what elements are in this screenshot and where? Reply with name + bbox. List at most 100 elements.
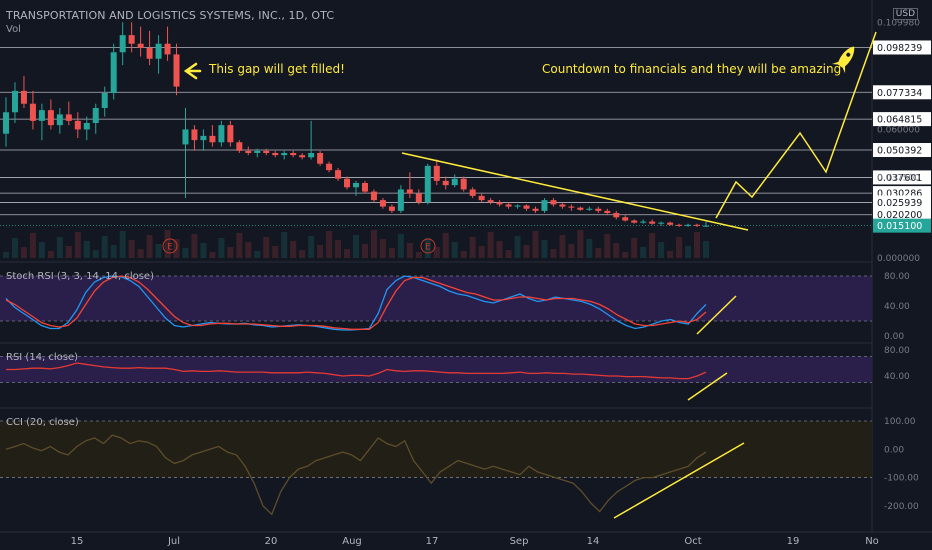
stoch-trend-line	[696, 295, 737, 335]
time-axis-tick: Aug	[342, 536, 362, 547]
candle-body	[532, 208, 539, 211]
volume-bar	[155, 244, 162, 258]
currency-badge[interactable]: USD	[892, 8, 918, 20]
rocket-fins	[831, 61, 846, 74]
candle-body	[442, 180, 449, 186]
candle-body	[272, 153, 279, 156]
candle-body	[505, 204, 512, 207]
volume-bar	[514, 236, 521, 258]
volume-bar	[191, 234, 198, 258]
price-level-tag	[873, 170, 931, 185]
projection-path	[715, 31, 877, 219]
time-axis-tick: Jul	[167, 536, 180, 547]
candle-body	[370, 191, 377, 201]
volume-bar	[541, 240, 548, 258]
stoch-rsi-axis-tick: 40.00	[884, 302, 910, 312]
candle-body	[568, 206, 575, 208]
candle-body	[344, 178, 351, 188]
candle-body	[703, 225, 709, 227]
volume-bar	[523, 245, 530, 258]
candle-body	[11, 90, 18, 113]
price-level-label: 0.064815	[877, 115, 922, 126]
volume-bar	[469, 237, 476, 258]
current-price-tag	[873, 218, 931, 233]
financials-note: Countdown to financials and they will be…	[542, 62, 842, 76]
rsi-trend-line	[687, 372, 728, 401]
time-axis-tick: 15	[71, 536, 84, 547]
volume-bar	[676, 237, 683, 258]
volume-bar	[92, 250, 99, 258]
candle-body	[299, 155, 306, 158]
rsi-series-rsi	[6, 362, 707, 380]
candle-body	[406, 189, 413, 194]
candle-body	[604, 210, 611, 213]
candle-body	[577, 207, 584, 210]
cci-axis-tick: 0.00	[884, 445, 904, 455]
candle-body	[137, 43, 144, 48]
candle-body	[640, 221, 647, 223]
time-axis-tick: Oct	[684, 536, 701, 547]
candle-body	[433, 165, 440, 181]
candle-body	[47, 110, 54, 126]
stoch-rsi-axis-tick: 80.00	[884, 272, 910, 282]
candle-body	[119, 35, 126, 53]
volume-bar	[218, 238, 225, 258]
rsi-label: RSI (14, close)	[6, 352, 79, 363]
volume-bar	[550, 249, 557, 258]
price-level-label: 0.020200	[877, 210, 922, 221]
volume-bar	[532, 231, 539, 258]
candle-body	[469, 189, 476, 196]
price-axis-tick: 0.109980	[877, 18, 920, 28]
volume-bar	[335, 240, 342, 258]
volume-bar	[38, 242, 45, 258]
candle-body	[317, 153, 324, 164]
candle-body	[65, 114, 72, 121]
cci-label: CCI (20, close)	[6, 417, 79, 428]
rsi-axis-tick: 40.00	[884, 372, 910, 382]
price-level-tag	[873, 112, 931, 127]
candle-body	[523, 205, 530, 209]
cci-series-cci	[5, 434, 707, 516]
volume-bar	[397, 234, 404, 258]
price-axis-tick: 0.000000	[877, 254, 920, 264]
candle-body	[388, 206, 395, 211]
candle-body	[218, 125, 225, 143]
volume-bar	[74, 232, 81, 258]
price-level-tag	[873, 40, 931, 55]
candle-body	[326, 163, 333, 171]
volume-bar	[164, 230, 171, 258]
candle-body	[182, 129, 189, 145]
candle-body	[487, 200, 494, 203]
candle-body	[353, 183, 359, 188]
stoch-rsi-axis-tick: 0.00	[884, 332, 904, 342]
volume-bar	[290, 241, 297, 258]
volume-bar	[182, 248, 189, 258]
volume-bar	[424, 238, 431, 258]
time-axis-tick: 17	[426, 536, 439, 547]
volume-bar	[370, 230, 377, 258]
volume-bar	[317, 245, 324, 258]
candle-body	[29, 103, 36, 121]
candle-body	[694, 224, 701, 226]
volume-bar	[326, 231, 333, 258]
volume-bar	[137, 249, 144, 258]
volume-bar	[379, 239, 386, 258]
volume-bar	[658, 242, 665, 258]
rsi-axis-tick: 80.00	[884, 346, 910, 356]
volume-bar	[586, 239, 593, 258]
volume-bar	[344, 249, 351, 258]
volume-bar	[263, 237, 270, 258]
earnings-marker: E	[425, 243, 431, 253]
volume-bar	[649, 233, 656, 258]
price-level-label: 0.025939	[877, 198, 922, 209]
gap-note: This gap will get filled!	[209, 62, 345, 76]
volume-bar	[227, 247, 234, 258]
volume-bar	[595, 248, 602, 258]
candle-body	[191, 129, 198, 141]
candle-body	[83, 123, 90, 130]
candle-body	[56, 114, 63, 126]
volume-bar	[3, 252, 9, 258]
candle-body	[478, 195, 485, 201]
candle-body	[379, 200, 386, 207]
